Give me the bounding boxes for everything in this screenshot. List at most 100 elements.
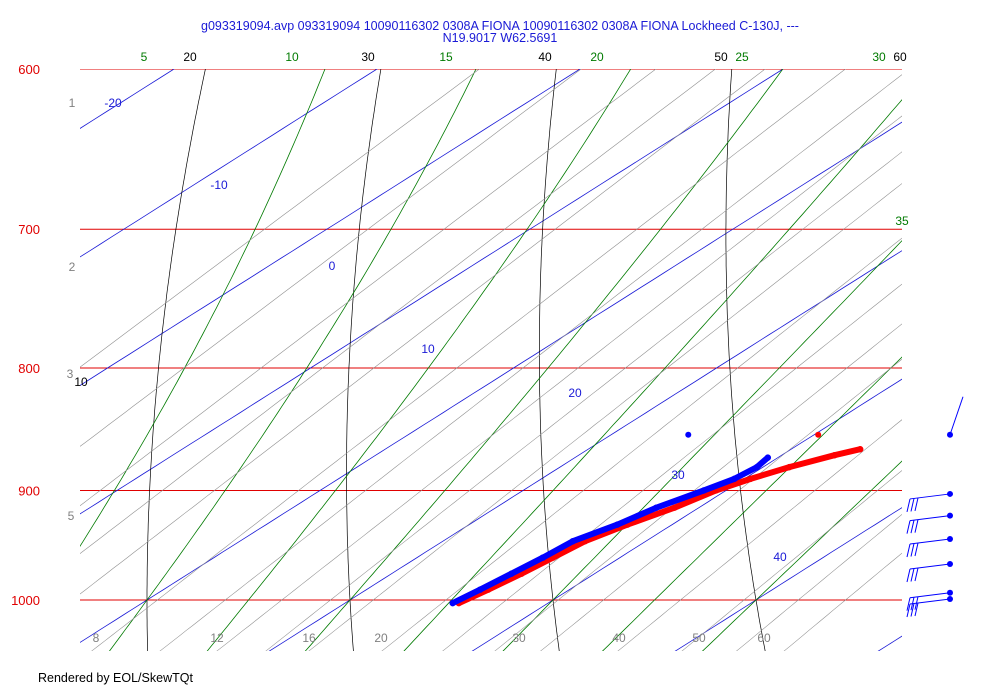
dewpoint-profile-line	[449, 454, 771, 607]
wind-barb-flag	[910, 603, 915, 617]
mixing-ratio-line	[80, 69, 766, 595]
altitude-label: 2	[69, 260, 76, 274]
pressure-label: 900	[18, 483, 40, 498]
moist-adiabat-label: 5	[141, 50, 148, 64]
isotherm-line	[80, 121, 902, 643]
wind-barb-flag	[906, 498, 911, 513]
mixing-ratio-line	[442, 283, 902, 651]
wind-barb-flag	[906, 603, 911, 618]
pressure-label: 600	[18, 62, 40, 77]
wind-barb-staff	[909, 563, 951, 570]
dewpoint-point	[700, 487, 707, 494]
dewpoint-point	[731, 475, 738, 483]
mixing-ratio-label: 20	[374, 631, 388, 645]
temperature-point	[786, 463, 793, 471]
diagram-grid	[80, 69, 902, 651]
mixing-ratio-label: 12	[210, 631, 224, 645]
moist-adiabat-line	[304, 69, 784, 651]
mixing-ratio-line	[159, 74, 902, 651]
dewpoint-point	[476, 586, 484, 593]
mixing-ratio-line	[80, 69, 716, 554]
dewpoint-point	[653, 504, 660, 511]
moist-adiabat-line	[206, 69, 632, 651]
wind-barb-flag	[914, 542, 919, 557]
dry-adiabat-line	[146, 69, 206, 651]
moist-adiabat-line	[403, 99, 902, 651]
dry-adiabat-line	[725, 69, 766, 651]
dewpoint-point	[614, 521, 621, 528]
dewpoint-point	[569, 537, 577, 545]
dewpoint-isolated-point	[685, 431, 692, 438]
isotherm-label: -20	[104, 96, 122, 110]
sounding-profiles	[449, 431, 864, 607]
moist-adiabat-label: 15	[439, 50, 453, 64]
wind-barb-staff	[909, 598, 951, 605]
moist-adiabat-line	[702, 460, 902, 651]
moist-adiabat-label: 10	[285, 50, 299, 64]
wind-barb-flag	[910, 568, 915, 582]
isotherm-line	[674, 507, 902, 651]
chart-subtitle: N19.9017 W62.5691	[442, 31, 558, 45]
mixing-ratio-line	[308, 183, 902, 651]
moist-adiabat-label: 30	[872, 50, 886, 64]
mixing-ratio-line	[381, 237, 902, 651]
mixing-ratio-line	[494, 323, 902, 651]
pressure-label: 700	[18, 222, 40, 237]
isotherm-line	[268, 250, 902, 651]
mixing-ratio-line	[783, 552, 902, 651]
dry-adiabat-label: 30	[361, 50, 375, 64]
temperature-point	[747, 475, 754, 483]
pressure-label: 800	[18, 361, 40, 376]
moist-adiabat-label: 20	[590, 50, 604, 64]
wind-barb-flag	[914, 567, 919, 582]
wind-barb-flag	[914, 519, 919, 533]
temperature-point	[831, 452, 838, 459]
temperature-isolated-point	[815, 431, 822, 438]
wind-barb-flag	[914, 497, 919, 512]
isotherm-label: 0	[329, 259, 336, 273]
dry-adiabat-label: 10	[74, 375, 88, 389]
mixing-ratio-label: 50	[692, 631, 706, 645]
wind-barb-staff	[909, 592, 951, 599]
wind-barb-staff	[909, 493, 951, 500]
temperature-point	[671, 504, 678, 511]
isotherm-line	[471, 378, 902, 651]
mixing-ratio-label: 8	[93, 631, 100, 645]
dewpoint-point	[508, 570, 515, 577]
mixing-ratio-label: 60	[757, 631, 771, 645]
mixing-ratio-label: 40	[612, 631, 626, 645]
mixing-ratio-line	[736, 513, 902, 651]
dry-adiabat-label: 40	[538, 50, 552, 64]
isotherm-label: 40	[773, 550, 787, 564]
isotherm-label: 30	[671, 468, 685, 482]
moist-adiabat-line	[502, 240, 902, 651]
altitude-label: 3	[67, 367, 74, 381]
mixing-ratio-line	[681, 470, 902, 651]
chart-title: g093319094.avp 093319094 10090116302 030…	[201, 19, 799, 33]
moist-adiabat-line	[108, 69, 477, 651]
isotherm-label: 20	[568, 386, 582, 400]
wind-barb-flag	[906, 597, 911, 611]
isotherm-line	[877, 635, 902, 651]
mixing-ratio-line	[265, 151, 902, 651]
dewpoint-point	[764, 454, 772, 461]
mixing-ratio-line	[540, 358, 902, 651]
mixing-ratio-line	[216, 115, 902, 651]
dry-adiabat-label: 20	[183, 50, 197, 64]
mixing-ratio-line	[91, 69, 846, 651]
mixing-ratio-label: 16	[302, 631, 316, 645]
isotherm-line	[80, 69, 784, 515]
dewpoint-point	[449, 599, 456, 607]
wind-barb-flag	[906, 568, 911, 583]
wind-barb-flag	[910, 519, 915, 534]
dewpoint-point	[539, 554, 547, 561]
footer-credit: Rendered by EOL/SkewTQt	[38, 671, 193, 685]
temperature-point	[857, 446, 864, 453]
altitude-label: 5	[68, 509, 75, 523]
mixing-ratio-line	[80, 69, 582, 447]
moist-adiabat-label: 25	[735, 50, 749, 64]
isotherm-label: 10	[421, 342, 435, 356]
dewpoint-point	[753, 463, 761, 471]
wind-barb-flag	[914, 602, 919, 617]
